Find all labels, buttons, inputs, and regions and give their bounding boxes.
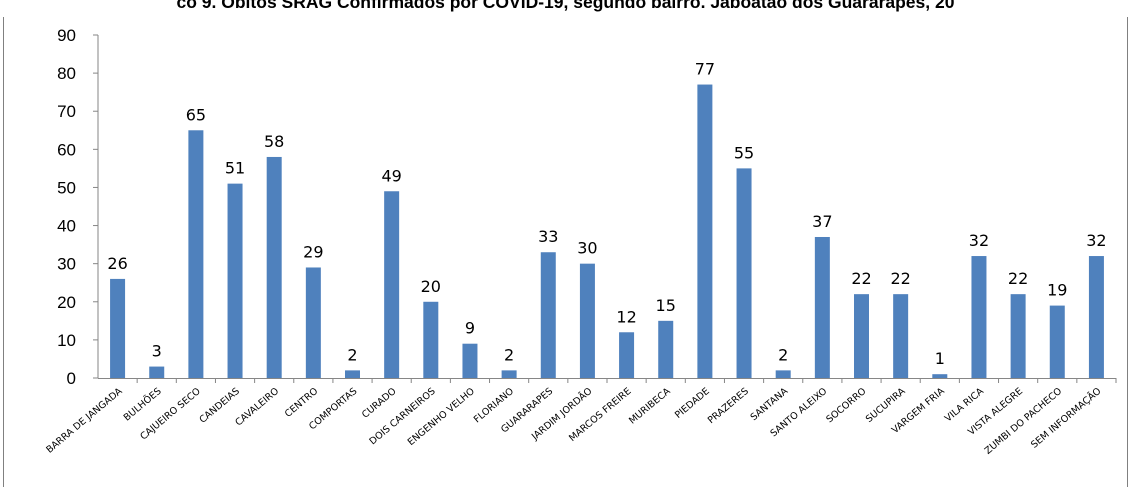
x-tick-label: MURIBECA <box>627 386 673 427</box>
x-tick-label: SEM INFORMAÇÃO <box>1029 386 1103 451</box>
bar <box>814 236 830 378</box>
x-tick-label: CAVALEIRO <box>233 386 281 429</box>
bar <box>345 370 360 378</box>
y-tick-label: 80 <box>57 64 76 83</box>
y-tick-label: 0 <box>67 369 76 388</box>
chart-title: co 9. Óbitos SRAG Confirmados por COVID-… <box>176 0 955 12</box>
bar <box>266 156 282 378</box>
bar <box>775 370 791 378</box>
bar <box>579 263 595 378</box>
bar <box>384 191 400 378</box>
data-label: 37 <box>812 212 832 231</box>
data-label: 1 <box>935 349 945 368</box>
bar <box>736 168 752 378</box>
data-label: 49 <box>381 166 401 185</box>
y-tick-label: 60 <box>57 140 76 159</box>
data-labels-group: 26 3 65 51 58 29 2 49 20 9 2 33 30 12 15 77 55 2 37 22 22 1 32… <box>107 60 1106 369</box>
bar <box>423 301 439 378</box>
bar <box>658 320 674 378</box>
data-label: 9 <box>465 319 475 338</box>
data-label: 77 <box>695 60 715 79</box>
bar <box>854 294 869 378</box>
data-label: 22 <box>851 269 871 288</box>
bar <box>227 183 243 378</box>
data-label: 22 <box>1008 269 1028 288</box>
y-tick-label: 90 <box>57 26 76 45</box>
bar <box>149 366 165 378</box>
data-label: 65 <box>186 105 206 124</box>
data-label: 58 <box>264 132 284 151</box>
x-tick-label: CENTRO <box>283 386 320 420</box>
y-tick-label: 50 <box>57 178 76 197</box>
x-tick-label: ZUMBI DO PACHECO <box>983 386 1064 457</box>
bar <box>462 343 478 378</box>
bars-group <box>110 84 1104 379</box>
bar <box>501 370 517 378</box>
bar <box>540 252 556 378</box>
bar <box>1049 305 1065 378</box>
bar <box>188 130 204 378</box>
bar <box>971 256 987 378</box>
data-label: 2 <box>504 345 514 364</box>
y-tick-label: 40 <box>57 217 76 236</box>
x-tick-label: CURADO <box>360 386 399 421</box>
bar <box>619 332 635 378</box>
x-tick-label: PIEDADE <box>673 386 712 421</box>
bar <box>1010 294 1026 378</box>
data-label: 20 <box>421 277 441 296</box>
data-label: 33 <box>538 227 558 246</box>
data-label: 2 <box>347 345 357 364</box>
data-label: 26 <box>107 254 127 273</box>
x-tick-label: DOIS CARNEIROS <box>368 386 438 447</box>
y-axis-ticks: 0 10 20 30 40 50 60 70 80 90 <box>57 26 98 388</box>
data-label: 30 <box>577 239 597 258</box>
data-label: 3 <box>152 342 162 361</box>
data-label: 32 <box>1086 231 1106 250</box>
x-tick-label: ENGENHO VELHO <box>406 386 477 448</box>
data-label: 22 <box>890 269 910 288</box>
x-tick-label: BARRA DE JANGADA <box>44 386 125 456</box>
data-label: 32 <box>969 231 989 250</box>
data-label: 2 <box>778 345 788 364</box>
chart-frame <box>3 17 1128 487</box>
data-label: 51 <box>225 159 245 178</box>
y-tick-label: 70 <box>57 102 76 121</box>
bar <box>697 84 713 379</box>
bar <box>932 374 948 378</box>
data-label: 12 <box>616 307 636 326</box>
bar <box>305 267 321 378</box>
data-label: 29 <box>303 242 323 261</box>
bar <box>893 294 909 378</box>
data-label: 15 <box>656 296 676 315</box>
bar <box>1088 256 1104 378</box>
x-tick-label: PRAZERES <box>706 386 751 426</box>
data-label: 19 <box>1047 281 1067 300</box>
y-tick-label: 30 <box>57 255 76 274</box>
x-tick-label: SOCORRO <box>824 386 868 425</box>
data-label: 55 <box>734 143 754 162</box>
bar <box>110 278 126 378</box>
y-tick-label: 10 <box>57 331 76 350</box>
y-tick-label: 20 <box>57 293 76 312</box>
